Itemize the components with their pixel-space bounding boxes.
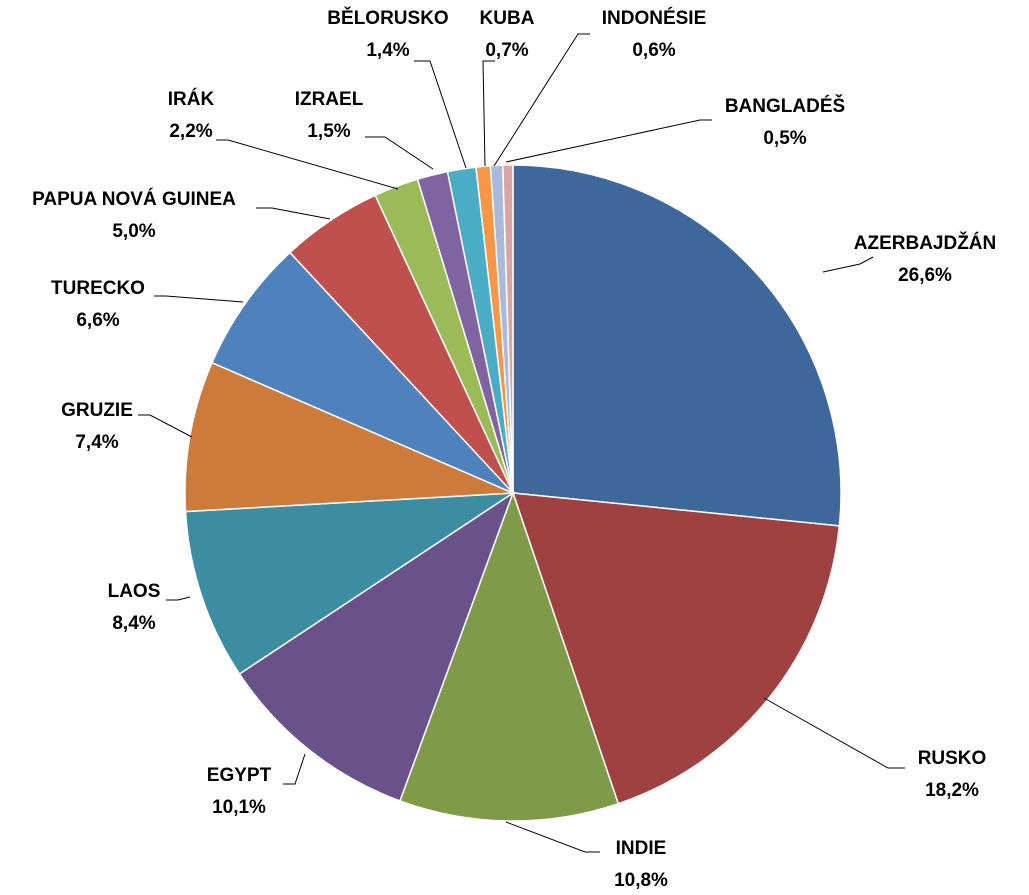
slice-label-turecko: TURECKO (51, 278, 145, 299)
slice-value-izrael: 1,5% (307, 121, 350, 142)
slice-label-irak: IRÁK (168, 88, 215, 110)
labels-layer: AZERBAJDŽÁN 26,6% RUSKO 18,2% INDIE 10,8% EGYP… (32, 7, 996, 891)
leader-line-papua-nova-guinea (256, 207, 331, 220)
leader-lines-layer (138, 33, 905, 853)
slice-value-turecko: 6,6% (76, 310, 119, 331)
slice-value-indie: 10,8% (614, 870, 668, 891)
pie-slice-indie (398, 490, 620, 822)
slice-label-indonesie: INDONÉSIE (602, 7, 707, 29)
leader-line-turecko (154, 295, 244, 303)
leader-line-izrael (365, 136, 434, 170)
slice-label-egypt: EGYPT (207, 765, 272, 786)
leader-line-irak (216, 139, 399, 190)
slice-value-irak: 2,2% (169, 121, 212, 142)
slice-label-banglades: BANGLADÉŠ (725, 95, 845, 117)
slice-value-belorusko: 1,4% (366, 40, 409, 61)
pie-slice-egypt (238, 491, 515, 802)
slice-value-papua-nova-guinea: 5,0% (112, 221, 155, 242)
slice-label-indie: INDIE (616, 838, 667, 859)
pie-slice-turecko (210, 251, 514, 494)
pie-slice-banglades (501, 164, 514, 494)
slice-label-papua-nova-guinea: PAPUA NOVÁ GUINEA (32, 188, 236, 210)
leader-line-azerbajdzan (822, 256, 874, 273)
pie-slice-rusko (511, 492, 841, 805)
leader-line-belorusko (414, 60, 467, 169)
pie-slice-laos (184, 492, 516, 675)
leader-line-indie (505, 821, 600, 853)
leader-line-laos (166, 596, 191, 601)
leader-line-egypt (283, 753, 306, 785)
slice-value-egypt: 10,1% (212, 797, 266, 818)
slice-value-azerbajdzan: 26,6% (898, 265, 952, 286)
slice-value-laos: 8,4% (112, 613, 155, 634)
slice-label-azerbajdzan: AZERBAJDŽÁN (854, 232, 997, 254)
slice-value-gruzie: 7,4% (75, 432, 118, 453)
slice-value-kuba: 0,7% (485, 40, 528, 61)
slice-value-indonesie: 0,6% (632, 40, 675, 61)
slice-value-rusko: 18,2% (925, 780, 979, 801)
leader-line-banglades (505, 119, 712, 163)
slice-label-belorusko: BĚLORUSKO (327, 7, 448, 29)
slice-label-laos: LAOS (108, 581, 161, 602)
leader-line-rusko (763, 697, 905, 769)
slice-value-banglades: 0,5% (763, 128, 806, 149)
slices-layer (184, 164, 842, 822)
slice-label-gruzie: GRUZIE (61, 400, 133, 421)
leader-line-gruzie (138, 414, 193, 438)
slice-label-izrael: IZRAEL (295, 89, 364, 110)
slice-label-kuba: KUBA (480, 8, 535, 29)
pie-slice-azerbajdzan (512, 164, 842, 527)
leader-line-kuba (482, 60, 495, 167)
slice-label-rusko: RUSKO (918, 748, 987, 769)
leader-line-indonesie (493, 33, 590, 167)
